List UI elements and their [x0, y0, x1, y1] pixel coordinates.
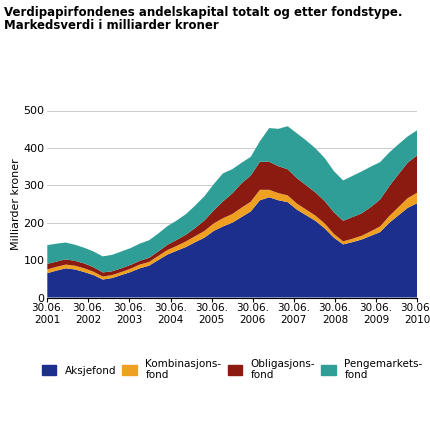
- Y-axis label: Milliarder kroner: Milliarder kroner: [11, 158, 21, 250]
- Text: Verdipapirfondenes andelskapital totalt og etter fondstype.: Verdipapirfondenes andelskapital totalt …: [4, 6, 403, 20]
- Legend: Aksjefond, Kombinasjons-
fond, Obligasjons-
fond, Pengemarkets-
fond: Aksjefond, Kombinasjons- fond, Obligasjo…: [42, 359, 423, 380]
- Text: Markedsverdi i milliarder kroner: Markedsverdi i milliarder kroner: [4, 19, 219, 32]
